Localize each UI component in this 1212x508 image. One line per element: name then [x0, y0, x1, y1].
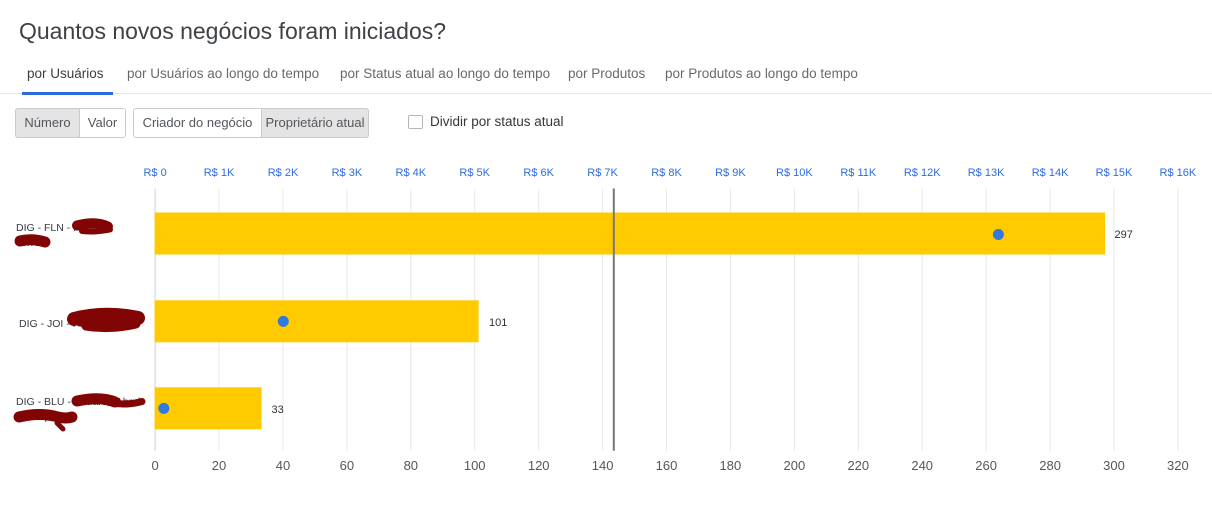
svg-text:101: 101 [489, 317, 507, 329]
svg-text:260: 260 [975, 458, 997, 473]
svg-text:300: 300 [1103, 458, 1125, 473]
svg-text:220: 220 [847, 458, 869, 473]
svg-text:R$ 16K: R$ 16K [1160, 167, 1197, 179]
svg-text:240: 240 [911, 458, 933, 473]
svg-text:200: 200 [784, 458, 806, 473]
svg-text:100: 100 [464, 458, 486, 473]
svg-text:R$ 12K: R$ 12K [904, 167, 941, 179]
svg-text:R$ 15K: R$ 15K [1096, 167, 1133, 179]
svg-text:R$ 0: R$ 0 [143, 167, 166, 179]
svg-text:140: 140 [592, 458, 614, 473]
svg-text:60: 60 [340, 458, 354, 473]
svg-text:R$ 8K: R$ 8K [651, 167, 682, 179]
svg-text:297: 297 [1115, 229, 1133, 241]
svg-text:20: 20 [212, 458, 226, 473]
svg-text:R$ 9K: R$ 9K [715, 167, 746, 179]
svg-text:280: 280 [1039, 458, 1061, 473]
svg-text:R$ 14K: R$ 14K [1032, 167, 1069, 179]
svg-text:R$ 2K: R$ 2K [268, 167, 299, 179]
svg-text:R$ 13K: R$ 13K [968, 167, 1005, 179]
svg-text:40: 40 [276, 458, 290, 473]
svg-text:R$ 11K: R$ 11K [840, 167, 877, 179]
svg-text:320: 320 [1167, 458, 1189, 473]
svg-text:R$ 7K: R$ 7K [587, 167, 618, 179]
svg-text:R$ 3K: R$ 3K [332, 167, 363, 179]
svg-text:R$ 6K: R$ 6K [523, 167, 554, 179]
svg-text:0: 0 [151, 458, 158, 473]
svg-text:R$ 4K: R$ 4K [396, 167, 427, 179]
svg-text:R$ 1K: R$ 1K [204, 167, 235, 179]
svg-text:120: 120 [528, 458, 550, 473]
svg-text:80: 80 [404, 458, 418, 473]
svg-text:180: 180 [720, 458, 742, 473]
svg-text:R$ 5K: R$ 5K [459, 167, 490, 179]
svg-text:160: 160 [656, 458, 678, 473]
svg-text:R$ 10K: R$ 10K [776, 167, 813, 179]
svg-text:33: 33 [272, 404, 284, 416]
